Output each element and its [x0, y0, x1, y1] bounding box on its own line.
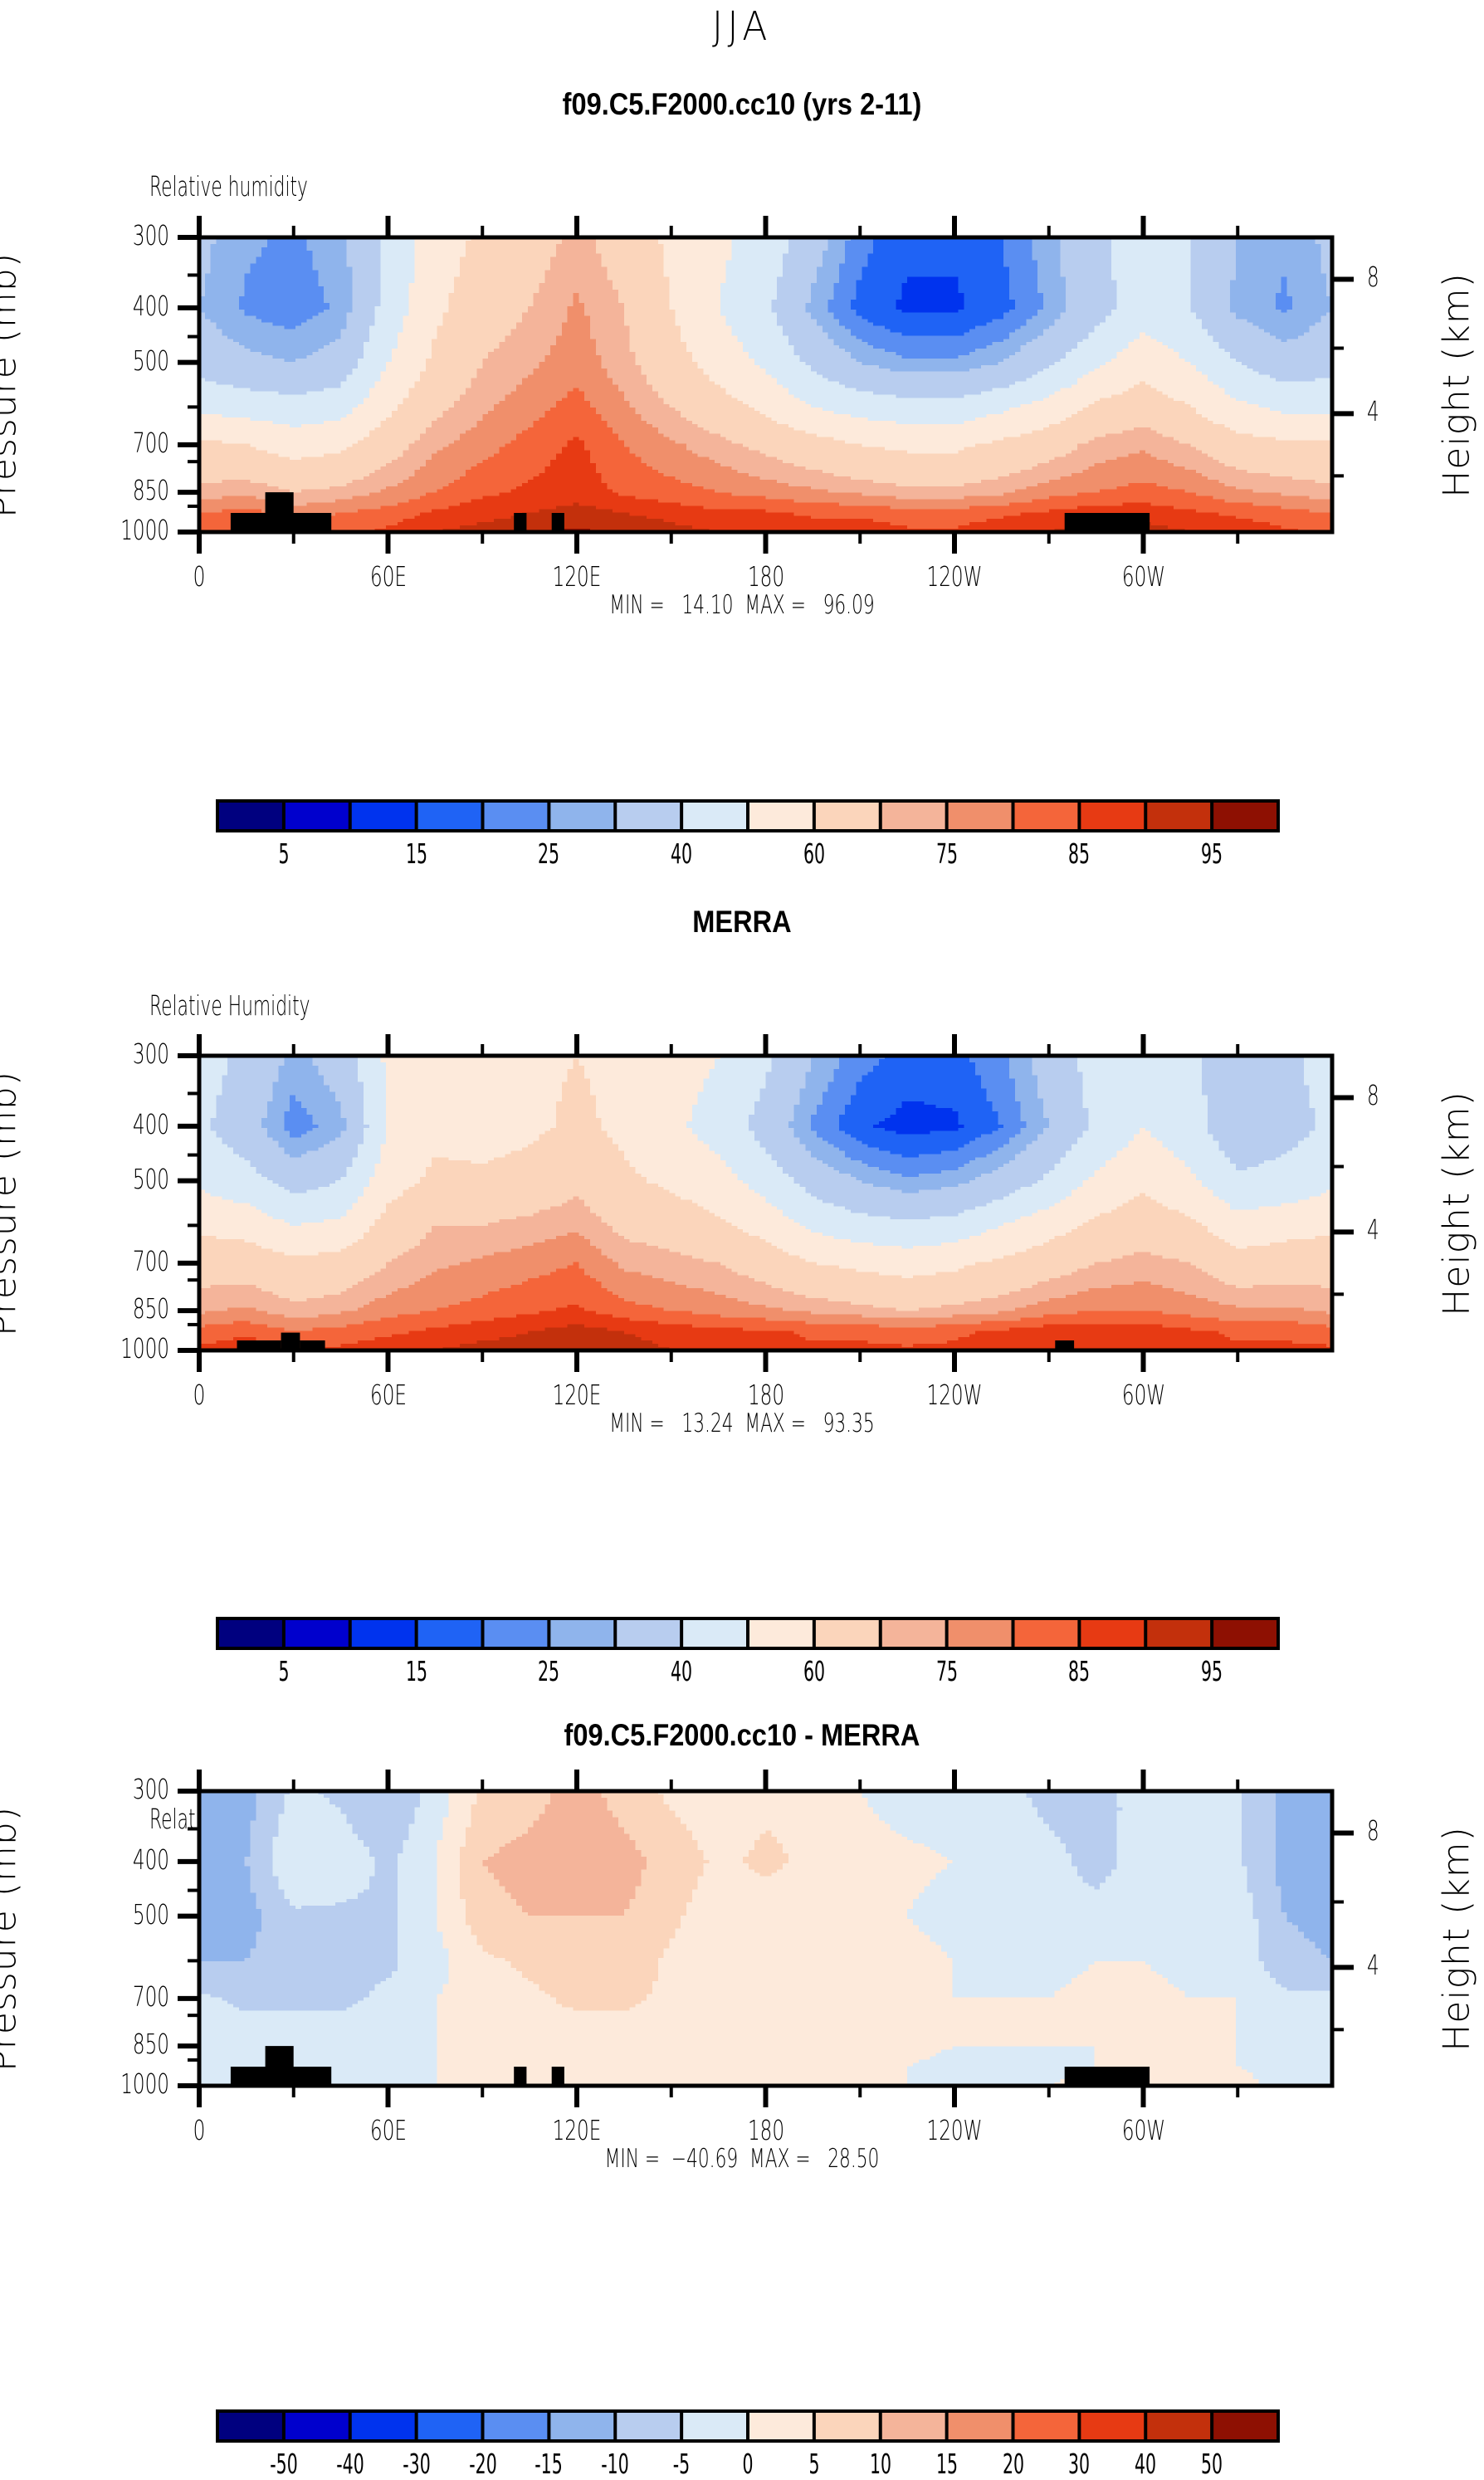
- colorbar-label-difference-14: 50: [1165, 2448, 1258, 2480]
